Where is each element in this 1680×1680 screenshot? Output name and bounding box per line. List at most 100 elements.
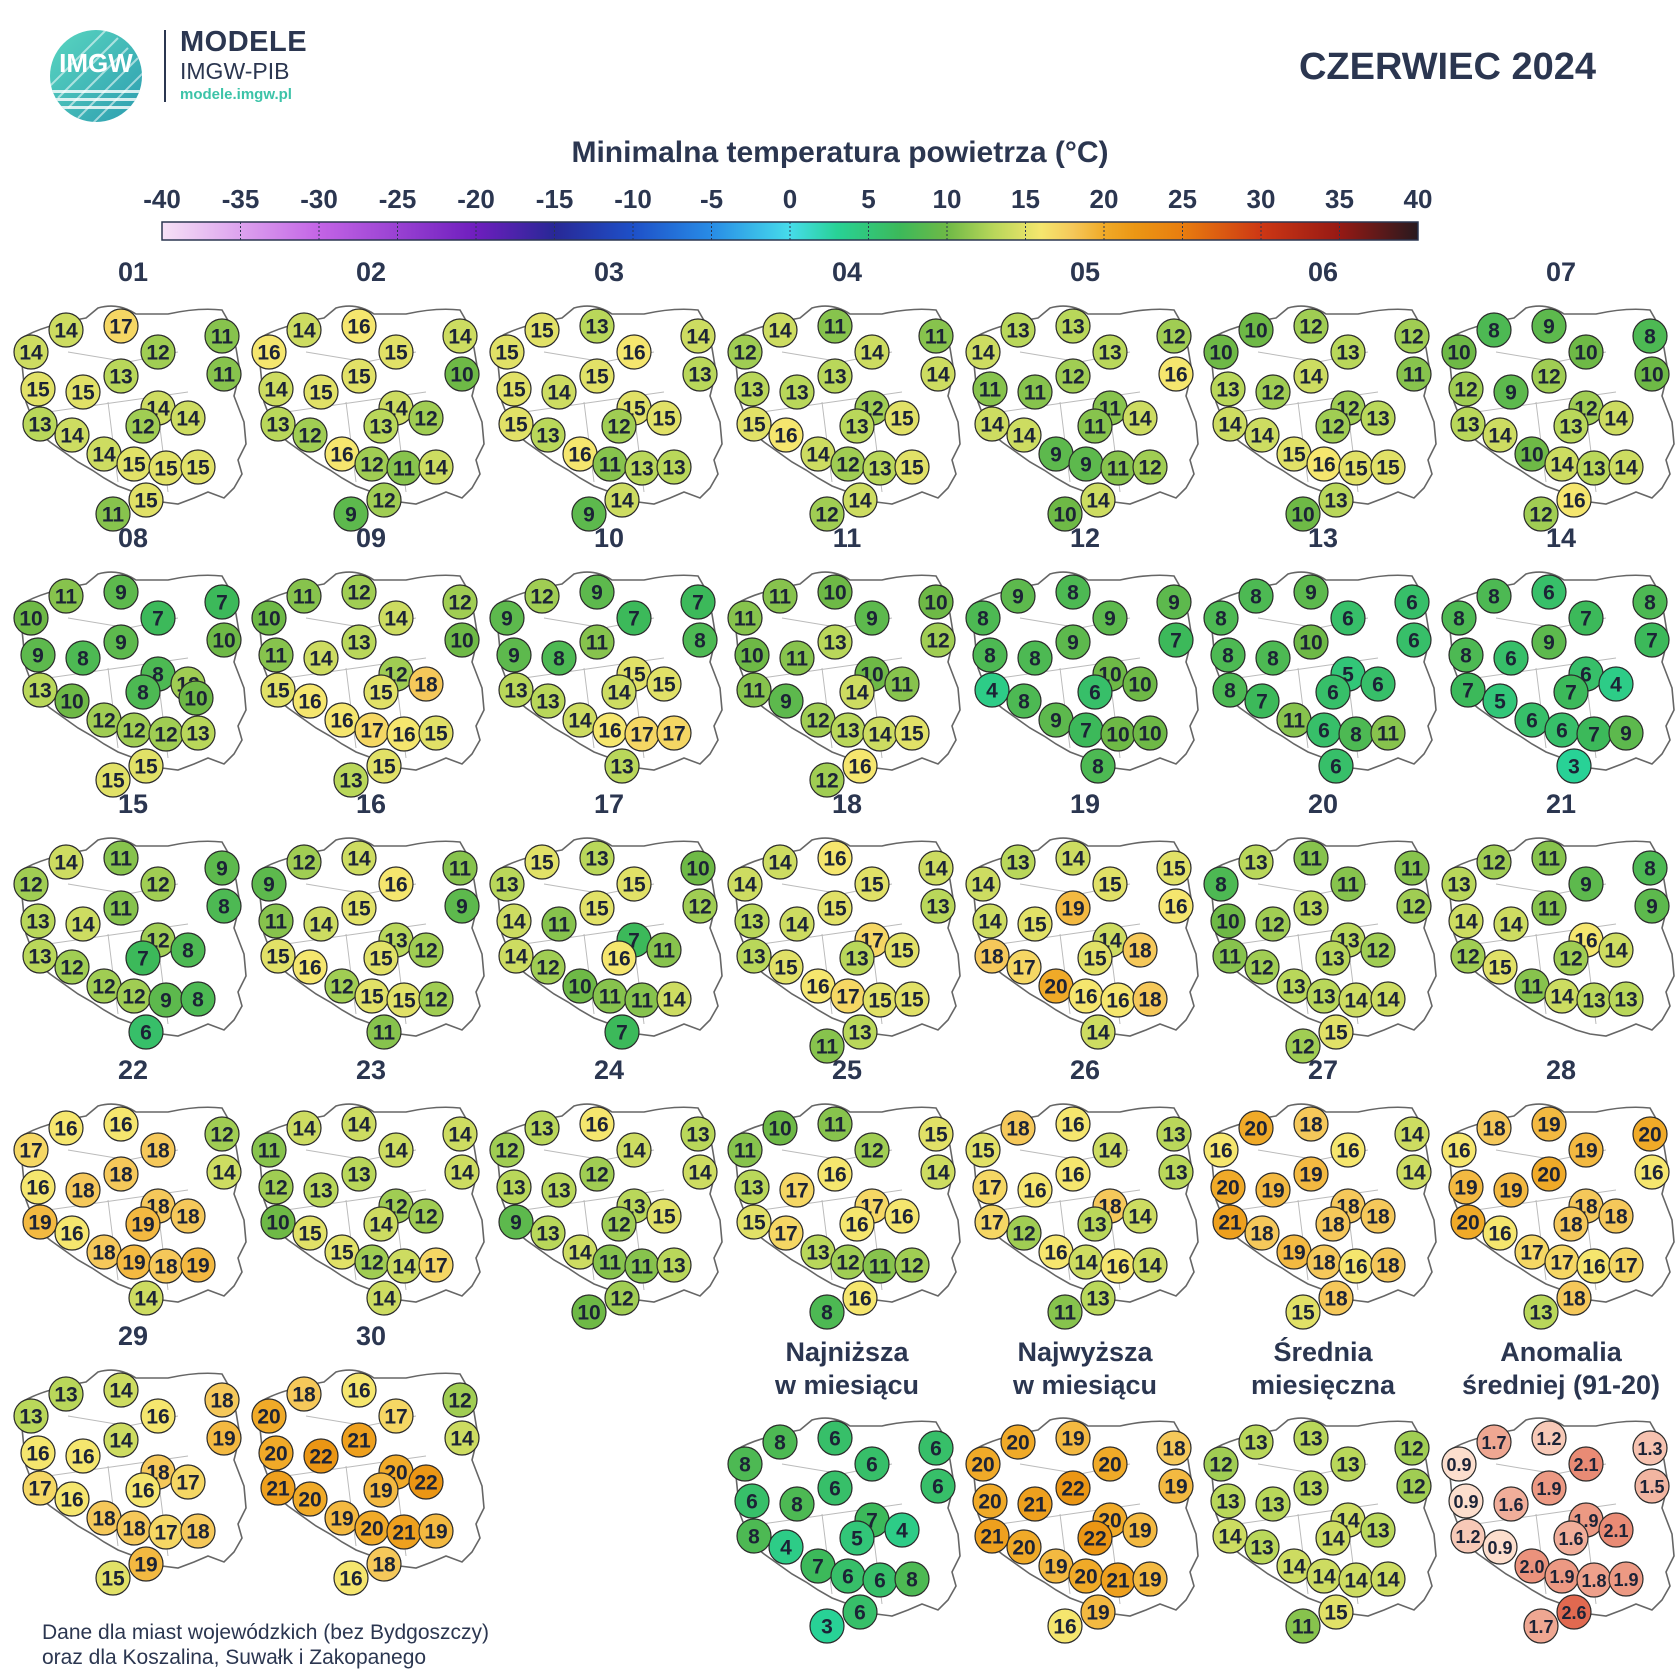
station-marker [1632,1430,1668,1466]
station-value: 9 [780,691,792,714]
station-value: 14 [926,364,950,387]
station-marker [1330,866,1366,902]
station-value: 11 [743,680,766,703]
station-value: 17 [360,720,383,743]
day-label: 29 [118,1321,148,1351]
station-marker [656,449,692,485]
station-value: 12 [131,416,154,439]
station-marker [408,1464,444,1500]
station-value: 1.9 [1536,1479,1561,1499]
station-marker [817,624,853,660]
station-value: 11 [1054,1302,1077,1325]
station-value: 9 [115,632,127,655]
station-marker [1632,584,1668,620]
station-value: 9 [1104,608,1116,631]
station-marker [972,903,1008,939]
station-marker [736,1204,772,1240]
station-value: 8 [77,648,89,671]
station-value: 15 [900,723,924,746]
station-value: 8 [192,989,204,1012]
station-marker [809,1294,845,1330]
station-value: 16 [823,848,846,871]
station-value: 12 [1454,379,1477,402]
station-marker [1285,1608,1321,1644]
station-value: 15 [26,379,50,402]
station-marker [972,1483,1008,1519]
station-value: 13 [1299,898,1322,921]
station-marker [1006,417,1042,453]
station-value: 16 [26,1177,49,1200]
station-value: 0.9 [1487,1538,1512,1558]
station-marker [1396,888,1432,924]
station-value: 15 [924,1124,948,1147]
station-marker [1000,578,1036,614]
station-value: 15 [309,382,333,405]
station-value: 19 [28,1212,51,1235]
station-marker [1255,374,1291,410]
station-marker [48,578,84,614]
station-value: 15 [266,680,290,703]
colorbar-tick-label: 0 [783,186,797,214]
station-marker [1315,1206,1351,1242]
station-marker [180,449,216,485]
station-marker [1156,850,1192,886]
station-marker [292,949,328,985]
station-marker [1450,1204,1486,1240]
station-marker [779,1486,815,1522]
station-value: 8 [821,1302,833,1325]
station-marker [809,1608,845,1644]
station-value: 19 [122,1252,145,1275]
brand-url[interactable]: modele.imgw.pl [180,86,292,103]
station-marker [1531,1156,1567,1192]
station-value: 19 [1138,1569,1161,1592]
station-marker [1122,1198,1158,1234]
station-value: 14 [1138,1255,1162,1278]
station-marker [1396,1154,1432,1190]
station-value: 11 [824,1114,847,1137]
station-marker [1092,600,1128,636]
station-value: 15 [530,320,554,343]
station-value: 8 [1029,648,1041,671]
station-value: 17 [785,1180,808,1203]
station-value: 12 [330,976,353,999]
station-value: 16 [890,1206,913,1229]
station-marker [920,1154,956,1190]
station-marker [854,334,890,370]
station-value: 14 [1012,425,1036,448]
station-value: 9 [1067,632,1079,655]
station-marker [1318,1280,1354,1316]
station-value: 14 [568,1242,592,1265]
station-value: 14 [1604,408,1628,431]
station-marker [646,932,682,968]
station-value: 14 [71,914,95,937]
station-value: 18 [186,1521,210,1544]
station-value: 10 [450,364,473,387]
day-label: 26 [1070,1055,1100,1085]
station-marker [1598,1512,1634,1548]
station-marker [918,1116,954,1152]
station-value: 12 [733,342,756,365]
station-value: 10 [768,1118,791,1141]
brand-title: MODELE [180,26,308,58]
station-marker [1634,888,1670,924]
station-value: 15 [971,1140,995,1163]
station-value: 12 [347,582,370,605]
station-marker [680,584,716,620]
station-marker [817,1106,853,1142]
station-marker [498,672,534,708]
station-marker [1482,1529,1518,1565]
station-value: 14 [768,320,792,343]
station-marker [65,906,101,942]
station-marker [1017,1486,1053,1522]
station-value: 11 [979,379,1002,402]
station-value: 14 [1604,940,1628,963]
station-value: 14 [1299,366,1323,389]
station-marker [1122,666,1158,702]
station-value: 15 [266,946,290,969]
station-value: 18 [122,1518,146,1541]
station-value: 14 [1312,1566,1336,1589]
station-marker [817,358,853,394]
station-marker [541,906,577,942]
station-marker [1006,1529,1042,1565]
